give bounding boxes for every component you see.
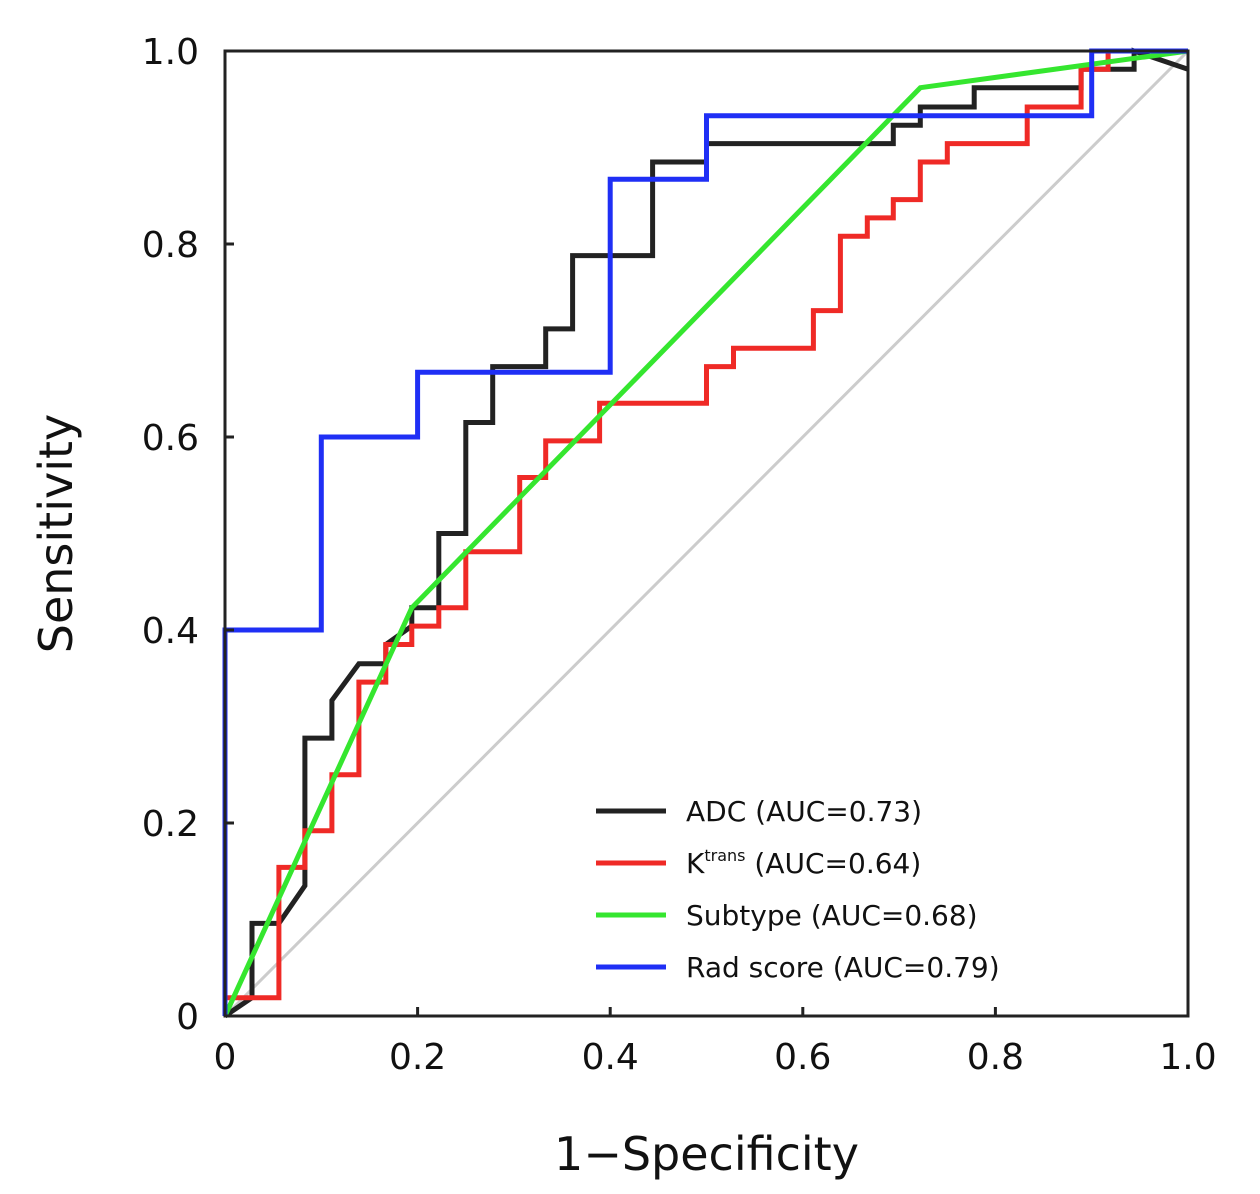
legend-label-main: Rad score (AUC=0.79) — [686, 951, 1000, 984]
x-tick-label: 1.0 — [1159, 1037, 1216, 1078]
y-tick-label: 0.4 — [142, 611, 199, 652]
y-tick-label: 0 — [176, 997, 199, 1038]
legend-label-2: Subtype (AUC=0.68) — [686, 899, 978, 932]
x-tick-label: 0.2 — [389, 1037, 446, 1078]
x-tick-label: 0.8 — [967, 1037, 1024, 1078]
legend-label-main: Subtype (AUC=0.68) — [686, 899, 978, 932]
legend-label-0: ADC (AUC=0.73) — [686, 795, 922, 828]
x-tick-label: 0.4 — [582, 1037, 639, 1078]
legend-label-superscript: trans — [704, 846, 745, 865]
x-axis-label: 1−Specificity — [554, 1127, 859, 1181]
reference-diagonal — [223, 49, 1190, 1018]
legend-label-main: ADC (AUC=0.73) — [686, 795, 922, 828]
y-tick-label: 0.6 — [142, 418, 199, 459]
series-line-1 — [225, 51, 1111, 1001]
legend-label-rest: (AUC=0.64) — [746, 847, 922, 880]
y-tick-label: 1.0 — [142, 32, 199, 73]
x-tick-label: 0.6 — [774, 1037, 831, 1078]
legend-label-1: Ktrans (AUC=0.64) — [686, 846, 921, 880]
legend-label-main: K — [686, 847, 705, 880]
x-tick-label: 0 — [214, 1037, 237, 1078]
series-line-2 — [222, 48, 1189, 1018]
series-line-0 — [223, 47, 1189, 1019]
y-tick-label: 0.8 — [142, 225, 199, 266]
y-tick-label: 0.2 — [142, 804, 199, 845]
axis-ticks: 00 0.2 0.2 0.4 0.4 0.6 0.6 0.8 0.8 1.0 1.0 — [142, 32, 1217, 1078]
legend-label-3: Rad score (AUC=0.79) — [686, 951, 1000, 984]
roc-curves — [222, 47, 1190, 1019]
series-line-3 — [222, 48, 1188, 1016]
y-axis-label: Sensitivity — [29, 414, 83, 653]
legend: ADC (AUC=0.73) Ktrans (AUC=0.64) Subtype (… — [596, 795, 1000, 984]
plot-frame — [223, 49, 1190, 1018]
